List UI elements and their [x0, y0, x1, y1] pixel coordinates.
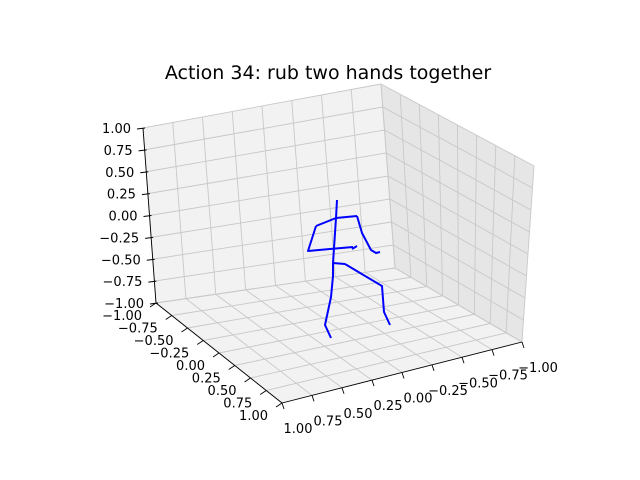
x-tick — [461, 357, 465, 364]
z-tick-label: 1.00 — [102, 122, 131, 137]
grid-line — [364, 271, 493, 351]
grid-line — [147, 152, 387, 195]
y-tick — [197, 340, 204, 345]
skeleton-left-leg — [324, 263, 334, 339]
y-tick — [181, 327, 188, 333]
grid-line — [305, 280, 433, 366]
y-tick-label: 0.75 — [223, 397, 252, 412]
y-tick-label: 0.00 — [176, 359, 205, 374]
z-tick-label: −0.75 — [103, 275, 143, 290]
y-tick — [228, 365, 235, 370]
x-tick — [401, 372, 405, 379]
chart-title: Action 34: rub two hands together — [165, 62, 492, 84]
z-tick-label: 0.00 — [109, 210, 138, 225]
skeleton-right-arm — [356, 215, 381, 254]
x-tick-label: 0.75 — [314, 414, 343, 429]
x-tick-label: 0.00 — [404, 392, 433, 407]
z-tick — [140, 171, 149, 174]
z-tick — [149, 302, 159, 305]
y-tick-label: −0.50 — [134, 334, 174, 349]
grid-line — [394, 267, 523, 343]
z-tick — [148, 280, 157, 283]
x-tick-label: −0.50 — [458, 376, 498, 391]
y-tick-label: 0.50 — [208, 384, 237, 399]
skeleton-head-neck — [335, 199, 338, 219]
grid-line — [250, 323, 491, 379]
grid-line — [386, 152, 530, 233]
z-tick-label: 0.25 — [107, 188, 136, 203]
z-tick — [146, 258, 155, 261]
z-tick — [138, 149, 147, 152]
x-tick — [371, 379, 375, 387]
grid-line — [505, 155, 516, 333]
y-tick — [244, 377, 251, 383]
x-tick — [521, 341, 525, 349]
x-tick — [311, 395, 315, 402]
grid-line — [266, 332, 507, 391]
x-tick-label: −1.00 — [518, 361, 558, 376]
x-tick-label: −0.25 — [428, 384, 468, 399]
z-tick — [143, 215, 152, 217]
z-tick-label: −0.50 — [101, 253, 141, 268]
grid-line — [350, 89, 366, 273]
skeleton-right-leg — [344, 263, 391, 326]
z-tick — [145, 236, 154, 239]
grid-line — [380, 83, 396, 269]
grid-line — [384, 129, 532, 211]
z-tick-label: 0.75 — [104, 144, 133, 159]
z-tick-label: −0.25 — [99, 231, 139, 246]
y-tick-label: 1.00 — [239, 409, 268, 424]
tick-marks: −1.00−0.75−0.50−0.250.000.250.500.751.00… — [99, 122, 558, 437]
y-tick-label: −0.75 — [118, 322, 158, 337]
y-tick-label: −0.25 — [149, 347, 189, 362]
grid-line — [218, 304, 459, 354]
y-tick-label: 0.25 — [192, 372, 221, 387]
grid-line — [521, 165, 535, 343]
x-tick-label: 0.50 — [344, 407, 373, 422]
grid-line — [387, 175, 529, 255]
x-tick-label: −0.75 — [488, 369, 528, 384]
grid-line — [382, 106, 533, 189]
x-tick — [491, 349, 495, 356]
x-tick — [431, 364, 435, 372]
grid-line — [335, 276, 463, 358]
skeleton-right-hand-tip — [351, 245, 358, 250]
grid-line — [473, 135, 478, 315]
grid-line — [321, 94, 336, 277]
grid-line — [489, 145, 497, 324]
y-tick — [275, 402, 283, 408]
z-tick-label: −1.00 — [104, 297, 144, 312]
grid-line — [146, 129, 385, 173]
floor-pane — [156, 268, 522, 403]
y-tick — [165, 315, 172, 320]
y-tick — [212, 352, 220, 358]
z-tick — [136, 127, 146, 130]
grid-line — [142, 83, 382, 129]
skeleton-left-arm — [307, 225, 354, 252]
grid-line — [380, 83, 535, 167]
grid-line — [234, 313, 475, 366]
x-tick — [341, 387, 345, 394]
skeleton-hips — [332, 262, 346, 265]
z-tick-label: 0.50 — [105, 166, 134, 181]
y-tick — [260, 390, 267, 395]
x-tick-label: 0.25 — [374, 399, 403, 414]
y-tick — [149, 302, 157, 308]
skeleton — [307, 199, 391, 339]
grid-line — [144, 106, 383, 151]
grid-line — [291, 100, 306, 282]
y-tick-label: −1.00 — [102, 309, 142, 324]
x-tick — [281, 402, 285, 410]
grid-line — [149, 175, 389, 216]
z-tick — [141, 193, 150, 196]
x-tick-label: 1.00 — [284, 422, 313, 437]
